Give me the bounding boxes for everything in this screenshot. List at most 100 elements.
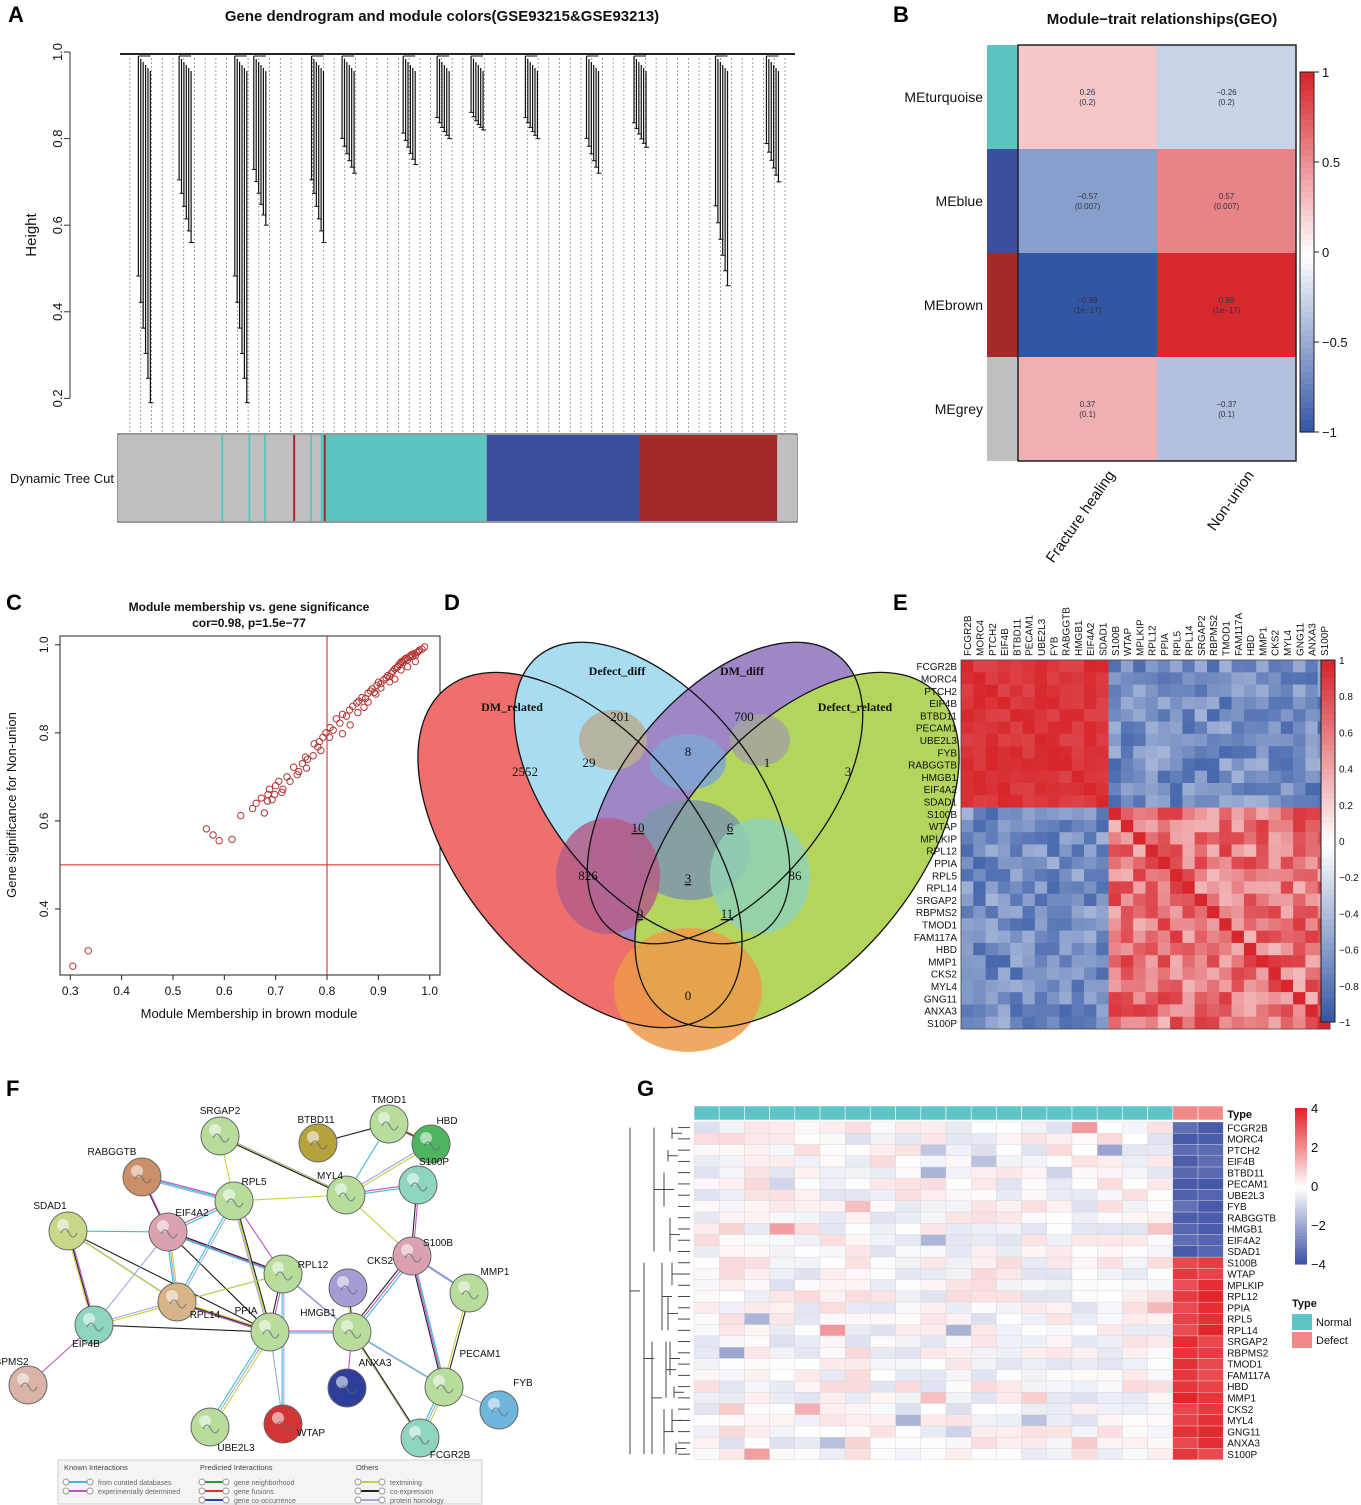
panel-g-cell <box>920 1223 947 1235</box>
panel-e-row-label: HBD <box>936 945 957 956</box>
panel-e-cell <box>1268 869 1282 882</box>
panel-e-cell <box>1047 758 1060 771</box>
panel-g-cell <box>845 1358 871 1370</box>
panel-g-cell <box>996 1178 1022 1190</box>
panel-g-colorbar-label: 0 <box>1311 1179 1318 1194</box>
panel-g-cell <box>693 1234 720 1247</box>
panel-g-cell <box>1046 1346 1073 1359</box>
panel-e-cell <box>1034 1016 1048 1030</box>
panel-e-cell <box>997 746 1011 759</box>
panel-g-cell <box>971 1256 997 1269</box>
panel-c-point <box>364 698 372 706</box>
panel-e-cell <box>1194 906 1208 919</box>
panel-g-row-label: TMOD1 <box>1227 1360 1262 1371</box>
panel-e-cell <box>1084 930 1097 944</box>
panel-d-region-value: 1 <box>764 755 771 770</box>
panel-g-cell <box>996 1414 1022 1427</box>
panel-e-cell <box>1145 893 1159 907</box>
panel-g-cell <box>1021 1369 1047 1382</box>
panel-f-node-label: EIF4A2 <box>175 1208 209 1219</box>
panel-e-cell <box>1293 1016 1306 1030</box>
panel-e-row-label: ANXA3 <box>924 1007 957 1018</box>
panel-e-cell <box>1293 979 1306 993</box>
panel-g-cell <box>1021 1437 1047 1449</box>
panel-g-cell <box>1096 1121 1123 1134</box>
panel-g-colorbar-step <box>1295 1214 1307 1218</box>
panel-g-cell <box>819 1414 846 1427</box>
panel-g-cell <box>895 1414 921 1427</box>
panel-e-cell <box>1219 832 1232 845</box>
panel-e-cell <box>1231 746 1245 759</box>
panel-g-cell <box>895 1448 921 1461</box>
panel-g-colorbar-step <box>1295 1164 1307 1168</box>
panel-a-ytick-label: 0.2 <box>50 389 65 407</box>
panel-g-cell <box>819 1133 846 1145</box>
panel-g-cell <box>1122 1346 1148 1359</box>
panel-e-colorbar-step <box>1321 834 1335 842</box>
panel-g-cell <box>744 1369 770 1382</box>
panel-e-cell <box>1071 807 1085 821</box>
panel-g-cell <box>996 1279 1022 1292</box>
panel-e-cell <box>1243 955 1257 968</box>
panel-e-col-label: MORC4 <box>975 619 986 656</box>
panel-e-cell <box>1108 967 1122 981</box>
panel-c-point <box>325 733 334 741</box>
panel-g-cell <box>996 1133 1022 1145</box>
panel-e-cell <box>1133 696 1146 710</box>
panel-b-colorbar-step <box>1300 198 1314 205</box>
panel-b-cell <box>1157 357 1296 461</box>
panel-e-colorbar-step <box>1321 684 1335 691</box>
panel-e-cell <box>1243 758 1257 771</box>
panel-g-annotation-cell <box>870 1105 896 1121</box>
panel-f-node-highlight <box>420 1132 432 1144</box>
panel-g-cell <box>1172 1256 1199 1269</box>
panel-e-cell <box>1194 881 1208 894</box>
panel-g-cell <box>693 1380 720 1393</box>
panel-g-cell <box>1071 1437 1098 1449</box>
panel-e-cell <box>961 672 974 685</box>
panel-g-cell <box>1046 1245 1073 1258</box>
panel-e-cell <box>1182 783 1195 796</box>
panel-e-cell <box>1219 684 1232 698</box>
panel-e-cell <box>985 1016 999 1030</box>
panel-e-cell <box>1293 918 1306 931</box>
panel-g-cell <box>996 1290 1022 1303</box>
panel-b-colorbar-step <box>1300 216 1314 223</box>
panel-e-cell <box>1256 819 1269 833</box>
panel-e-cell <box>1071 672 1085 685</box>
panel-e-colorbar-label: 0.2 <box>1339 801 1353 812</box>
panel-e-cell <box>1293 709 1306 722</box>
panel-e-cell <box>1145 1004 1159 1017</box>
panel-e-colorbar-step <box>1321 744 1335 752</box>
panel-g-cell <box>794 1189 821 1202</box>
panel-c-point <box>209 831 217 839</box>
panel-e-cell <box>1120 856 1134 870</box>
panel-g-cell <box>769 1223 795 1235</box>
panel-e-cell <box>1108 819 1122 833</box>
panel-e-cell <box>1047 930 1060 944</box>
panel-e-cell <box>1305 1016 1318 1030</box>
panel-e-cell <box>985 758 999 771</box>
panel-e-cell <box>1170 832 1183 845</box>
panel-e-cell <box>1010 795 1023 808</box>
panel-e-cell <box>1120 709 1134 722</box>
panel-e-cell <box>1182 992 1195 1005</box>
panel-e-row-label: GNG11 <box>924 994 958 1005</box>
panel-g-cell <box>819 1392 846 1404</box>
panel-g-cell <box>1046 1403 1073 1415</box>
panel-e-colorbar-label: −0.2 <box>1339 873 1359 884</box>
panel-g-cell <box>895 1369 921 1382</box>
panel-g-cell <box>769 1346 795 1359</box>
panel-g-cell <box>1021 1200 1047 1213</box>
panel-e-cell <box>1231 979 1245 993</box>
panel-e-cell <box>997 819 1011 833</box>
panel-g-colorbar-step <box>1295 1254 1307 1259</box>
panel-e-cell <box>1170 992 1183 1005</box>
panel-e-cell <box>1145 733 1159 747</box>
panel-e-cell <box>1182 844 1195 858</box>
panel-e-cell <box>961 709 974 722</box>
panel-g-cell <box>1021 1448 1047 1461</box>
panel-g-cell <box>819 1166 846 1179</box>
panel-g-cell <box>693 1200 720 1213</box>
panel-g-legend-label: Normal <box>1316 1317 1351 1329</box>
